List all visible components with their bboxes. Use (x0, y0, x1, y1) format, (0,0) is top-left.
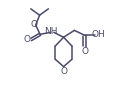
Text: NH: NH (44, 27, 58, 36)
Text: O: O (81, 47, 88, 56)
Text: OH: OH (92, 30, 105, 39)
Text: O: O (24, 35, 31, 44)
Text: O: O (30, 20, 37, 29)
Text: O: O (60, 67, 67, 76)
